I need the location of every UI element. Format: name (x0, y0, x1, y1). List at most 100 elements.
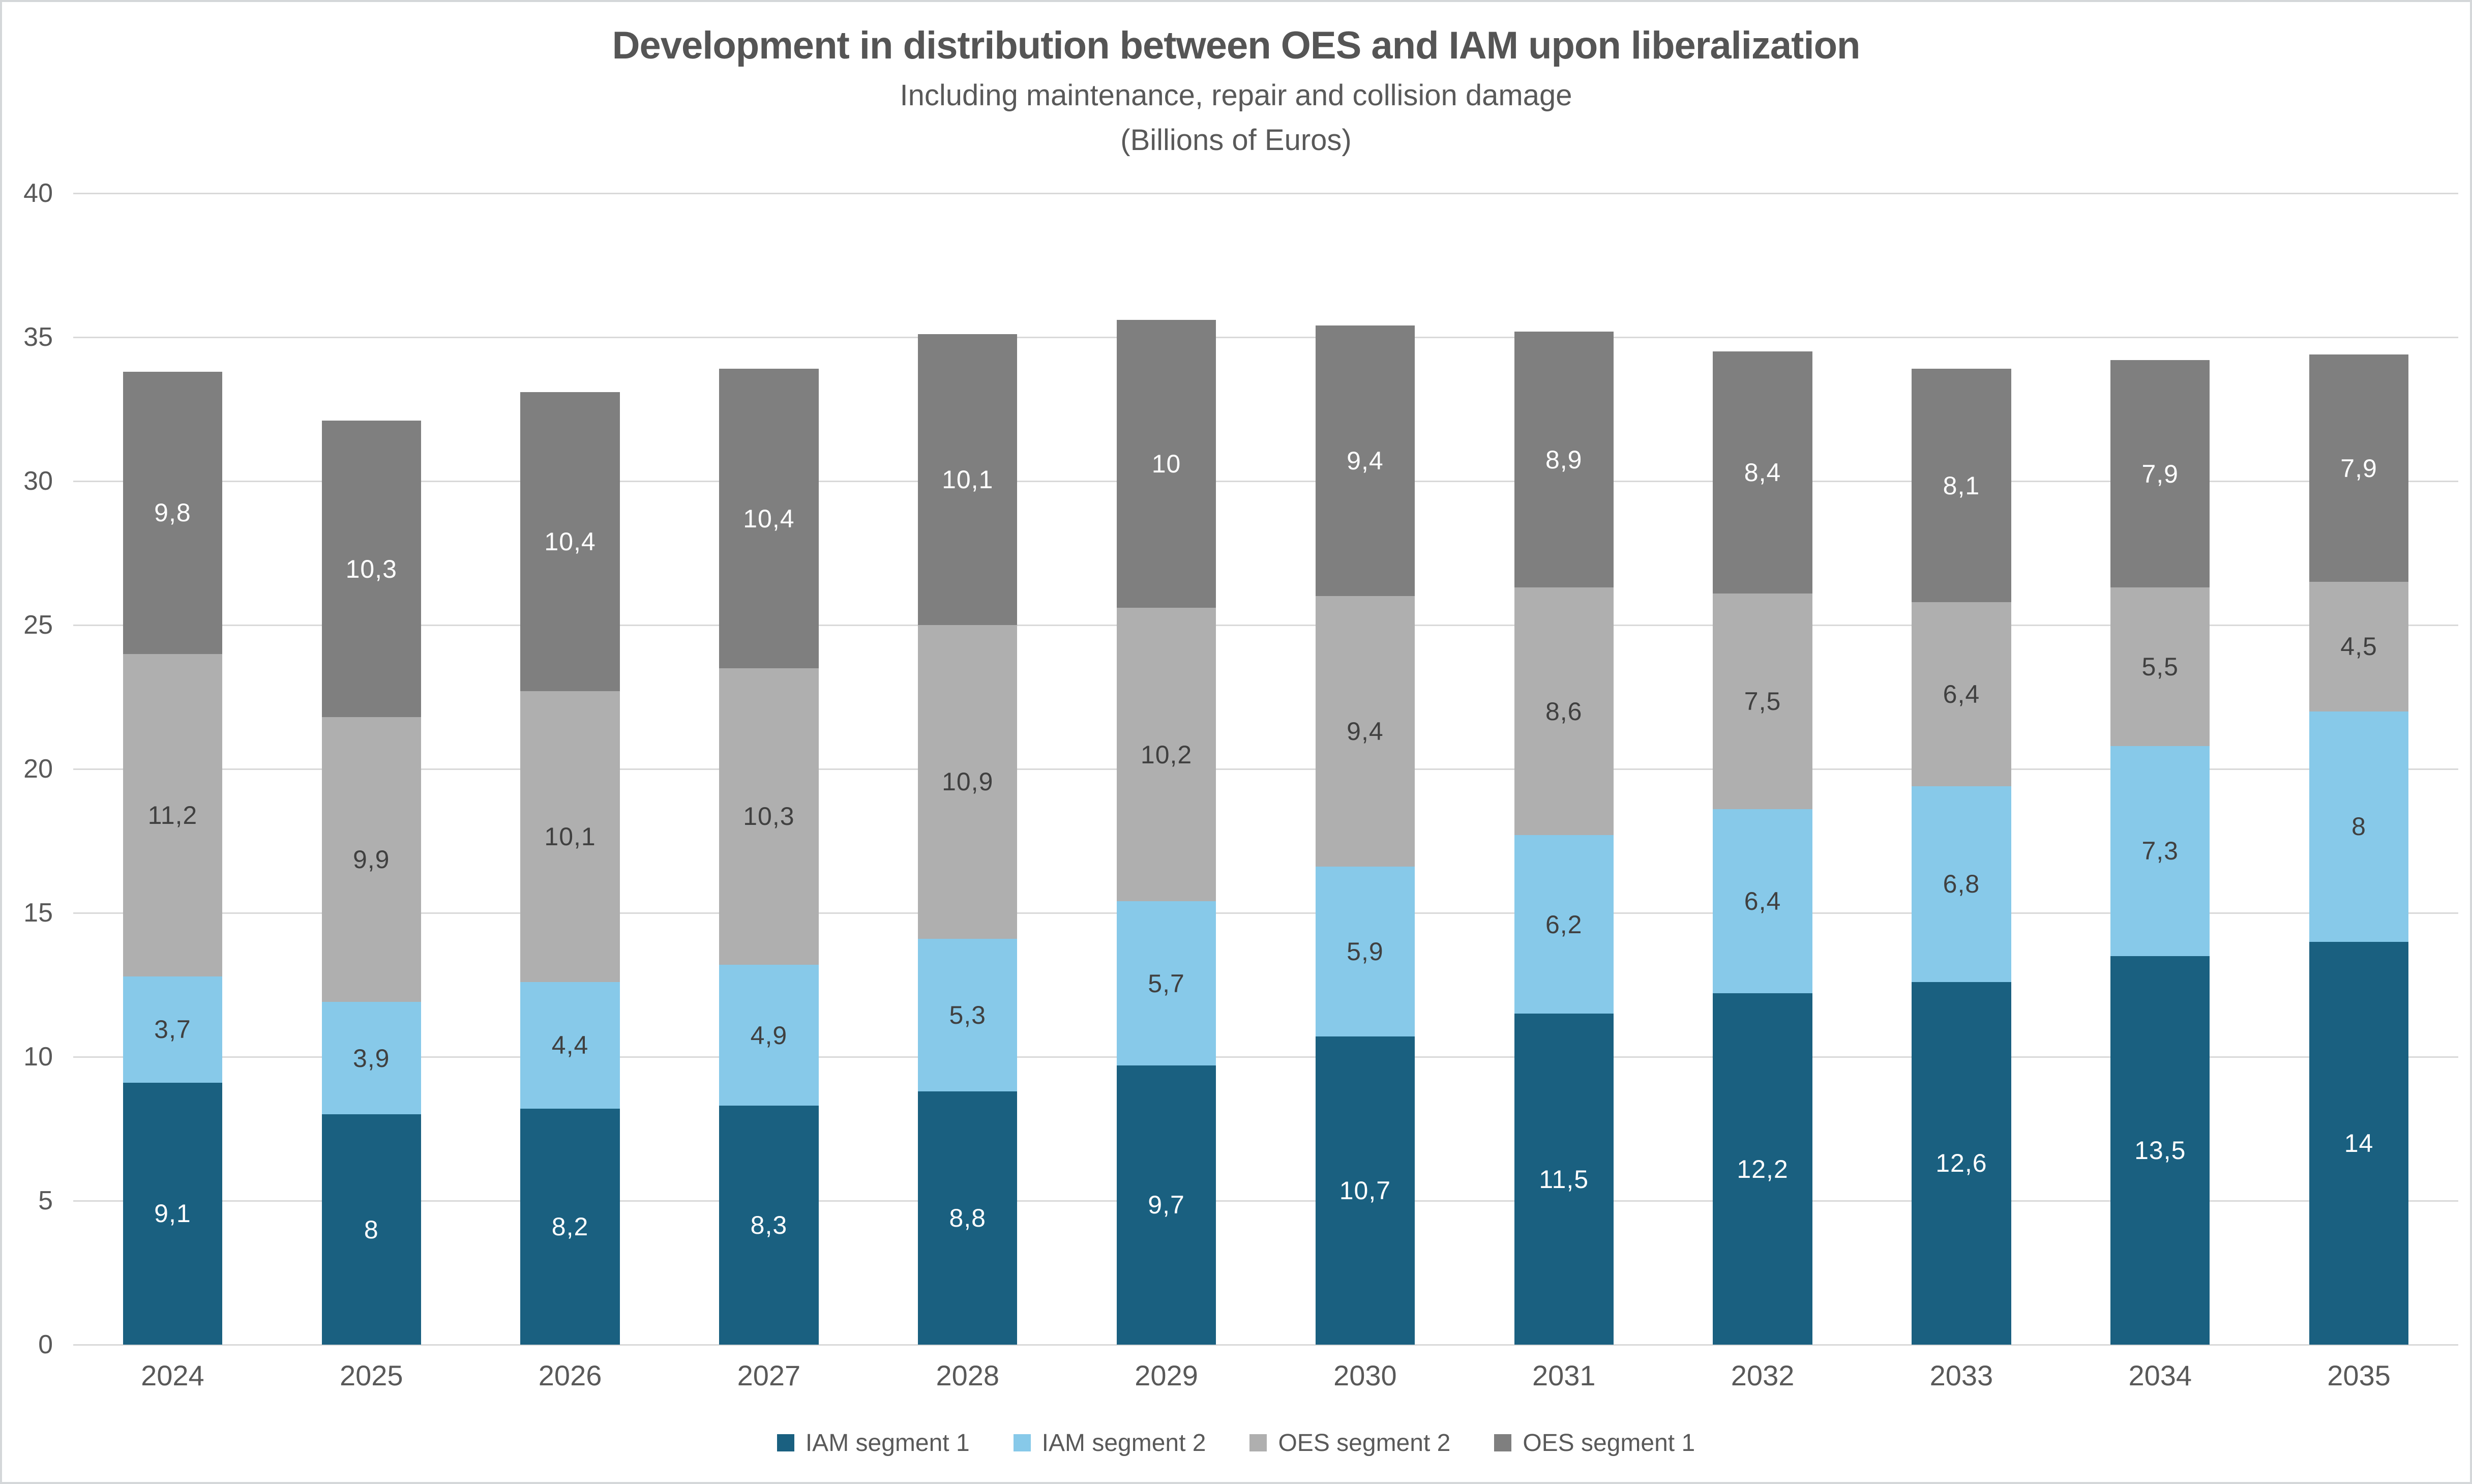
bar-segment-label: 7,9 (2141, 459, 2179, 488)
y-tick-label: 30 (23, 466, 53, 496)
bar-segment-label: 8,6 (1545, 697, 1583, 726)
bar-segment: 13,5 (2110, 956, 2210, 1345)
bar-segment: 9,7 (1116, 1065, 1216, 1345)
bar-segment-label: 9,9 (352, 845, 390, 874)
y-tick-label: 15 (23, 898, 53, 928)
bar-segment: 6,4 (1912, 602, 2011, 786)
bar-segment-label: 3,9 (352, 1044, 390, 1073)
x-axis-label: 2026 (538, 1359, 602, 1391)
bar-segment-label: 6,4 (1943, 679, 1980, 708)
bar-segment-label: 10,3 (743, 802, 795, 831)
bar-segment: 9,4 (1315, 596, 1415, 867)
bar-segment-label: 8 (2351, 812, 2366, 841)
legend-label: IAM segment 1 (805, 1429, 970, 1457)
y-tick-label: 20 (23, 754, 53, 784)
bar-segment: 5,7 (1116, 901, 1216, 1065)
bar-segment-label: 5,3 (949, 1000, 986, 1029)
legend-marker (1013, 1434, 1031, 1451)
bar-segment-label: 10,3 (345, 554, 397, 583)
gridline (73, 1056, 2458, 1058)
bar-segment: 9,4 (1315, 325, 1415, 597)
gridline (73, 192, 2458, 194)
gridline (73, 1344, 2458, 1346)
bar-segment-label: 6,8 (1943, 870, 1980, 899)
y-tick-label: 0 (38, 1330, 53, 1359)
bar-segment: 11,2 (123, 654, 223, 976)
bar-segment: 10,1 (918, 334, 1018, 625)
y-tick-label: 35 (23, 322, 53, 352)
y-tick-label: 5 (38, 1186, 53, 1215)
bar-segment-label: 3,7 (154, 1015, 191, 1044)
plot-area: 9,1 3,7 11,2 9,8 8 3,9 9,9 10,3 8,2 4,4 10,1 10,4 8,… (73, 192, 2458, 1346)
bar-segment-label: 10,7 (1339, 1176, 1391, 1205)
bar-segment: 4,9 (719, 964, 819, 1106)
legend-label: IAM segment 2 (1041, 1429, 1206, 1457)
x-axis-label: 2029 (1135, 1359, 1198, 1391)
bar-segment-label: 10,2 (1140, 740, 1193, 769)
bar-segment-label: 11,2 (147, 800, 198, 829)
x-axis-label: 2030 (1333, 1359, 1397, 1391)
bar-group: 8,3 4,9 10,3 10,4 (719, 193, 819, 1345)
legend-label: OES segment 2 (1278, 1429, 1451, 1457)
bar-segment: 7,3 (2110, 746, 2210, 956)
bar-slot: 9,7 5,7 10,2 10 (1067, 193, 1266, 1345)
bar-slot: 12,2 6,4 7,5 8,4 (1663, 193, 1862, 1345)
bar-segment: 10,4 (520, 392, 620, 692)
bar-segment: 8,1 (1912, 369, 2011, 602)
bar-segment: 10,7 (1315, 1036, 1415, 1345)
bar-segment: 5,3 (918, 938, 1018, 1091)
bar-slot: 8,2 4,4 10,1 10,4 (471, 193, 670, 1345)
bar-segment-label: 10,9 (942, 767, 994, 796)
bar-segment: 6,4 (1713, 809, 1812, 994)
bar-segment-label: 12,6 (1935, 1149, 1987, 1178)
bar-segment-label: 8,2 (551, 1212, 589, 1241)
bar-slot: 14 8 4,5 7,9 (2259, 193, 2458, 1345)
bar-segment-label: 11,5 (1539, 1165, 1589, 1194)
legend-item: IAM segment 2 (1013, 1429, 1206, 1457)
y-tick-label: 10 (23, 1042, 53, 1072)
x-axis-label: 2034 (2128, 1359, 2192, 1391)
legend-item: IAM segment 1 (777, 1429, 970, 1457)
bar-segment: 3,7 (123, 976, 223, 1083)
bar-segment: 4,4 (520, 982, 620, 1109)
bar-segment-label: 9,7 (1148, 1191, 1185, 1220)
bar-segment-label: 5,7 (1148, 969, 1185, 998)
bar-segment: 10,4 (719, 369, 819, 668)
bar-segment: 3,9 (321, 1002, 421, 1115)
bar-segment: 10,9 (918, 625, 1018, 939)
bar-group: 8 3,9 9,9 10,3 (321, 193, 421, 1345)
x-axis-label: 2024 (141, 1359, 204, 1391)
bar-segment-label: 8,3 (750, 1211, 788, 1240)
bar-segment: 10,1 (520, 691, 620, 982)
bar-segment-label: 9,4 (1347, 717, 1384, 746)
bar-group: 12,2 6,4 7,5 8,4 (1713, 193, 1812, 1345)
bar-segment-label: 9,1 (154, 1199, 191, 1228)
gridline (73, 912, 2458, 914)
bar-segment: 8,3 (719, 1106, 819, 1345)
bar-group: 9,1 3,7 11,2 9,8 (123, 193, 223, 1345)
bar-segment-label: 4,9 (750, 1021, 788, 1050)
bar-segment-label: 7,5 (1744, 687, 1781, 716)
bar-segment: 7,9 (2110, 360, 2210, 588)
bar-segment-label: 4,4 (551, 1031, 589, 1060)
bar-segment-label: 7,9 (2340, 454, 2377, 483)
bar-segment-label: 10 (1151, 450, 1181, 479)
bar-slot: 12,6 6,8 6,4 8,1 (1862, 193, 2061, 1345)
bar-segment-label: 8,9 (1545, 445, 1583, 474)
gridline (73, 480, 2458, 482)
y-tick-label: 40 (23, 179, 53, 208)
bar-segment: 8,2 (520, 1108, 620, 1345)
x-axis-label: 2035 (2327, 1359, 2391, 1391)
bar-group: 8,2 4,4 10,1 10,4 (520, 193, 620, 1345)
bar-group: 10,7 5,9 9,4 9,4 (1315, 193, 1415, 1345)
chart-units-label: (Billions of Euros) (1120, 124, 1352, 157)
x-axis-label: 2031 (1532, 1359, 1596, 1391)
bar-segment-label: 9,8 (154, 498, 191, 527)
bar-segment: 6,8 (1912, 786, 2011, 982)
bar-segment-label: 5,5 (2141, 652, 2179, 681)
bar-segment: 10,2 (1116, 608, 1216, 902)
x-axis-label: 2028 (936, 1359, 1000, 1391)
legend-item: OES segment 1 (1494, 1429, 1695, 1457)
legend: IAM segment 1 IAM segment 2 OES segment 2 O… (2, 1425, 2470, 1461)
bar-segment-label: 12,2 (1737, 1154, 1789, 1183)
